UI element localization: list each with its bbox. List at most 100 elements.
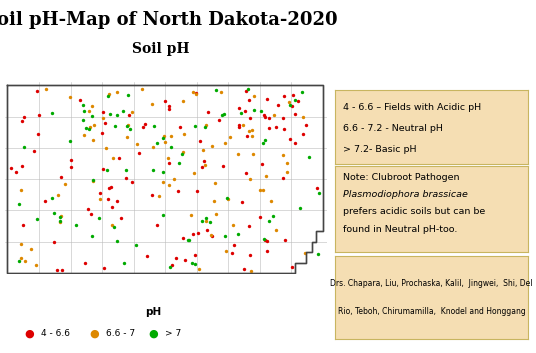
Point xyxy=(282,169,291,174)
Point xyxy=(56,219,65,224)
Text: Soil pH: Soil pH xyxy=(132,42,190,56)
Point xyxy=(299,132,308,137)
Point xyxy=(66,138,75,144)
Point xyxy=(207,233,216,238)
Point xyxy=(280,126,289,132)
Point xyxy=(30,148,39,153)
Point xyxy=(57,174,65,180)
Point xyxy=(297,89,306,94)
Point xyxy=(80,108,88,114)
Point xyxy=(258,161,266,167)
Point xyxy=(132,142,141,147)
Text: 4 - 6.6 – Fields with Acidic pH: 4 - 6.6 – Fields with Acidic pH xyxy=(343,103,481,112)
Point xyxy=(15,201,24,207)
Point xyxy=(241,108,249,114)
Point xyxy=(279,115,287,121)
Point xyxy=(270,113,278,118)
Point xyxy=(109,224,118,230)
Point xyxy=(206,220,214,225)
Point xyxy=(286,102,295,108)
Point xyxy=(100,265,108,271)
Point xyxy=(288,264,296,270)
Point xyxy=(246,252,255,258)
Point xyxy=(278,175,287,181)
Point xyxy=(240,266,249,271)
Point xyxy=(113,198,122,204)
Point xyxy=(17,188,25,193)
Point xyxy=(255,187,264,193)
Point xyxy=(291,111,299,117)
Point xyxy=(197,218,206,223)
Point xyxy=(122,123,131,128)
Point xyxy=(208,143,217,149)
Point xyxy=(99,109,107,114)
Point xyxy=(61,181,70,187)
Point xyxy=(106,111,115,117)
Point xyxy=(200,163,209,168)
Point xyxy=(12,169,20,174)
Point xyxy=(128,109,137,115)
Point xyxy=(159,179,167,185)
Point xyxy=(113,112,122,117)
Point xyxy=(212,87,220,92)
Point xyxy=(85,126,94,132)
Point xyxy=(268,213,277,219)
Text: found in Neutral pH-too.: found in Neutral pH-too. xyxy=(343,225,457,234)
Point xyxy=(148,144,157,150)
Point xyxy=(150,123,158,128)
Point xyxy=(99,115,107,121)
Point xyxy=(265,115,273,120)
Point xyxy=(135,150,144,155)
Point xyxy=(238,199,247,204)
Point xyxy=(99,166,107,172)
Point xyxy=(206,232,215,238)
Point xyxy=(260,114,269,119)
Point xyxy=(291,97,299,102)
Text: ●: ● xyxy=(148,329,158,339)
Point xyxy=(178,235,187,241)
Point xyxy=(168,263,176,268)
Point xyxy=(20,114,28,119)
Point xyxy=(256,108,265,114)
Text: > 7: > 7 xyxy=(165,329,181,338)
Point xyxy=(122,175,130,181)
Point xyxy=(105,91,113,97)
Point xyxy=(265,219,273,224)
Point xyxy=(78,102,87,107)
Point xyxy=(224,196,233,201)
Point xyxy=(56,219,64,225)
Point xyxy=(128,180,136,185)
Point xyxy=(71,222,80,228)
Point xyxy=(212,211,220,217)
Point xyxy=(138,86,146,92)
Point xyxy=(100,120,109,126)
Point xyxy=(120,260,128,266)
Point xyxy=(111,123,120,128)
Point xyxy=(67,157,76,163)
Point xyxy=(190,170,198,176)
Point xyxy=(195,267,203,272)
Point xyxy=(191,90,200,96)
Point xyxy=(198,147,207,152)
Point xyxy=(167,144,175,149)
Point xyxy=(315,190,323,196)
Point xyxy=(139,124,147,129)
Point xyxy=(87,233,96,239)
Point xyxy=(109,156,117,161)
Point xyxy=(219,163,227,169)
Point xyxy=(196,138,204,143)
Point xyxy=(143,253,151,258)
Point xyxy=(219,111,228,117)
Point xyxy=(166,264,174,269)
Point xyxy=(178,149,187,155)
Point xyxy=(57,213,65,219)
Point xyxy=(250,93,258,98)
Point xyxy=(85,109,93,114)
Point xyxy=(160,133,169,138)
Text: 6.6 - 7.2 - Neutral pH: 6.6 - 7.2 - Neutral pH xyxy=(343,124,443,133)
Text: Soil pH-Map of North Dakota-2020: Soil pH-Map of North Dakota-2020 xyxy=(0,11,338,29)
Point xyxy=(123,134,132,140)
Point xyxy=(230,242,239,248)
Point xyxy=(88,114,96,119)
Point xyxy=(263,238,272,244)
